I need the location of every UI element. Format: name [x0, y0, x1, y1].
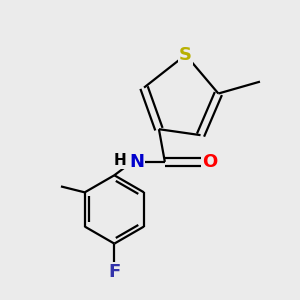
Text: O: O — [202, 153, 217, 171]
Text: S: S — [179, 46, 192, 64]
Text: N: N — [129, 153, 144, 171]
Text: F: F — [108, 263, 121, 281]
Text: H: H — [114, 153, 127, 168]
